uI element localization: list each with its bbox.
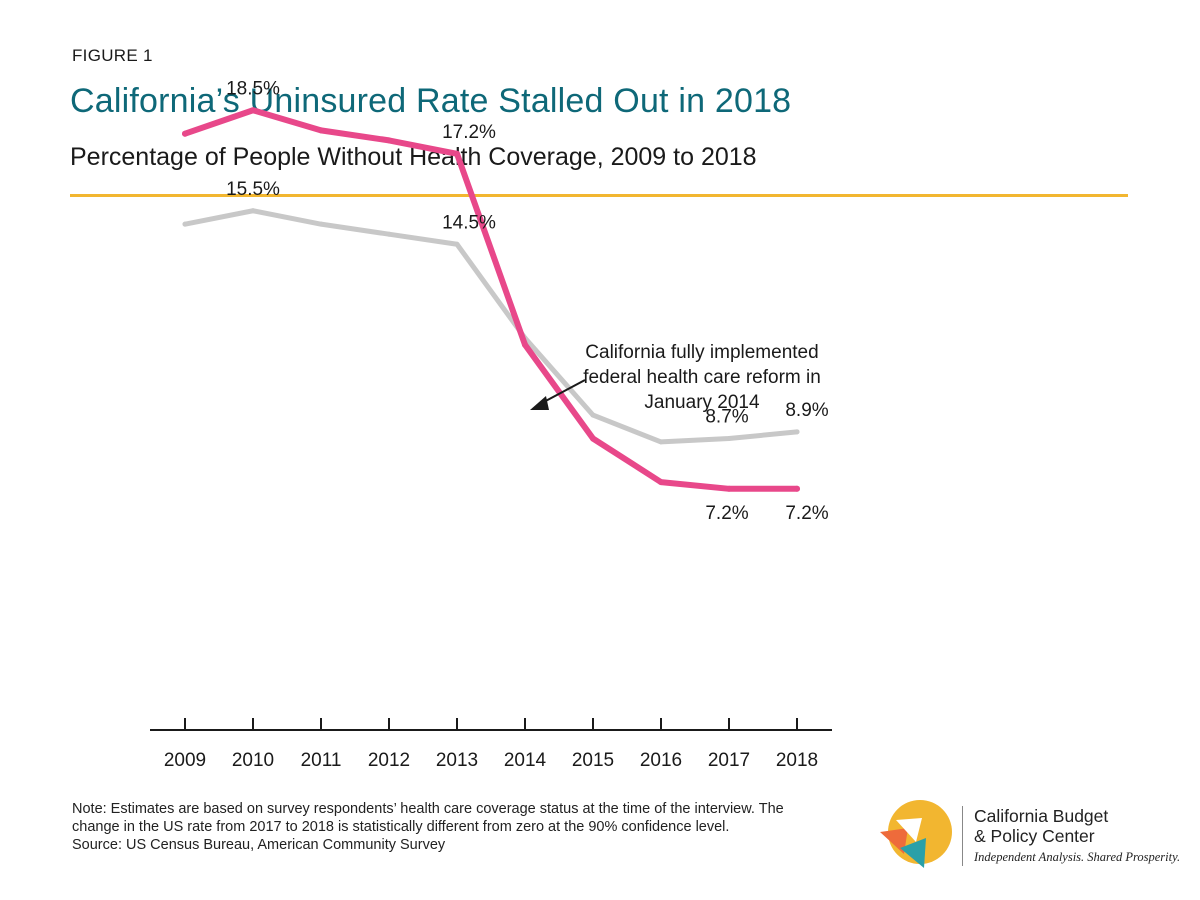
- annotation-line-1: California fully implemented: [585, 342, 818, 363]
- california-point-2015: [590, 435, 596, 442]
- california-data-label-2018: 7.2%: [785, 503, 828, 524]
- logo-divider: [962, 806, 963, 866]
- california-point-2012: [386, 137, 392, 144]
- california-point-2011: [318, 127, 324, 134]
- us-data-label-2013: 14.5%: [442, 212, 496, 233]
- line-chart: 2009 2010 2011 2012 2013 2014 2015 2016 2017 2018…: [150, 78, 832, 771]
- california-data-label-2010: 18.5%: [226, 78, 280, 99]
- x-tick-label-2015: 2015: [572, 750, 614, 771]
- california-point-2014: [522, 341, 528, 348]
- logo-name-line1: California Budget: [974, 806, 1109, 826]
- x-tick-label-2010: 2010: [232, 750, 274, 771]
- us-point-2009: [182, 221, 188, 227]
- us-data-label-2018: 8.9%: [785, 400, 828, 421]
- chart-note: Note: Estimates are based on survey resp…: [72, 800, 812, 854]
- note-text: Note: Estimates are based on survey resp…: [72, 801, 784, 835]
- california-point-2018: [794, 485, 800, 492]
- x-tick-label-2017: 2017: [708, 750, 750, 771]
- logo-mark-icon: [880, 800, 952, 868]
- chart-title: California’s Uninsured Rate Stalled Out …: [70, 82, 792, 120]
- annotation-line-2: federal health care reform in: [583, 367, 821, 388]
- california-point-2010: [250, 107, 256, 114]
- california-data-label-2013: 17.2%: [442, 122, 496, 143]
- logo-tagline: Independent Analysis. Shared Prosperity.: [974, 850, 1181, 864]
- x-tick-label-2018: 2018: [776, 750, 818, 771]
- organization-logo: California Budget & Policy Center Indepe…: [874, 798, 1180, 878]
- title-rule: [70, 194, 1128, 197]
- california-data-label-2017: 7.2%: [705, 503, 748, 524]
- us-point-2016: [658, 439, 664, 445]
- figure-label: FIGURE 1: [72, 46, 153, 65]
- us-data-label-2010: 15.5%: [226, 179, 280, 200]
- x-tick-label-2009: 2009: [164, 750, 206, 771]
- us-point-2017: [726, 436, 732, 442]
- california-point-2013: [454, 150, 460, 157]
- us-point-2013: [454, 241, 460, 247]
- x-tick-label-2016: 2016: [640, 750, 682, 771]
- california-point-2009: [182, 130, 188, 137]
- us-point-2018: [794, 429, 800, 435]
- annotation-arrow-head: [530, 396, 549, 410]
- us-point-2011: [318, 221, 324, 227]
- california-point-2017: [726, 485, 732, 492]
- x-tick-label-2011: 2011: [301, 750, 342, 771]
- source-text: Source: US Census Bureau, American Commu…: [72, 837, 446, 853]
- logo-name: California Budget & Policy Center: [974, 806, 1108, 846]
- us-data-label-2017: 8.7%: [705, 407, 748, 428]
- annotation-line-3: January 2014: [644, 392, 760, 413]
- us-point-2015: [590, 412, 596, 418]
- us-series-line: [182, 208, 800, 445]
- california-series-line: [182, 107, 800, 492]
- california-point-2016: [658, 479, 664, 486]
- x-tick-label-2012: 2012: [368, 750, 410, 771]
- x-tick-label-2013: 2013: [436, 750, 478, 771]
- x-tick-label-2014: 2014: [504, 750, 547, 771]
- us-point-2012: [386, 231, 392, 237]
- annotation-arrow-shaft: [539, 379, 586, 405]
- logo-name-line2: & Policy Center: [974, 826, 1095, 846]
- us-point-2010: [250, 208, 256, 214]
